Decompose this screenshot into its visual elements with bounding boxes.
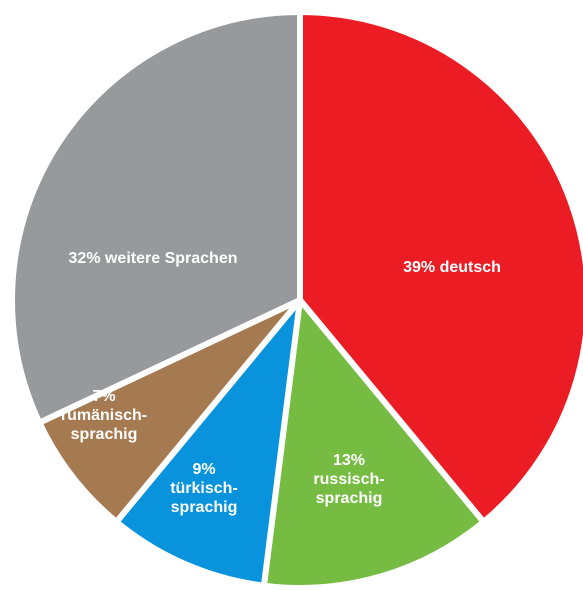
pie-label-deutsch: 39% deutsch xyxy=(403,259,501,276)
pie-label-rumaenischsprachig: 7% rumänisch-sprachig xyxy=(61,388,147,443)
pie-label-line: sprachig xyxy=(316,490,383,507)
pie-label-line: 13% xyxy=(333,452,365,469)
pie-label-tuerkischsprachig: 9% türkisch-sprachig xyxy=(170,461,238,516)
pie-labels: 39% deutsch 13% russisch-sprachig 9% türkisc… xyxy=(61,250,501,516)
pie-label-weitere-sprachen: 32% weitere Sprachen xyxy=(69,250,238,267)
pie-label-line: türkisch- xyxy=(170,480,238,497)
pie-label-line: sprachig xyxy=(171,499,238,516)
pie-slice-russischsprachig xyxy=(260,297,487,590)
pie-label-line: 39% deutsch xyxy=(403,259,501,276)
pie-label-line: 7% xyxy=(92,388,115,405)
pie-label-line: 9% xyxy=(192,461,215,478)
pie-label-line: 32% weitere Sprachen xyxy=(69,250,238,267)
pie-slice-weitere-sprachen xyxy=(9,9,303,426)
pie-slices xyxy=(9,9,583,590)
pie-slice-deutsch xyxy=(297,9,583,525)
pie-label-line: russisch- xyxy=(313,471,384,488)
pie-label-line: rumänisch- xyxy=(61,407,147,424)
pie-slice-tuerkischsprachig xyxy=(113,297,303,589)
pie-label-russischsprachig: 13% russisch-sprachig xyxy=(313,452,384,507)
pie-label-line: sprachig xyxy=(71,426,138,443)
